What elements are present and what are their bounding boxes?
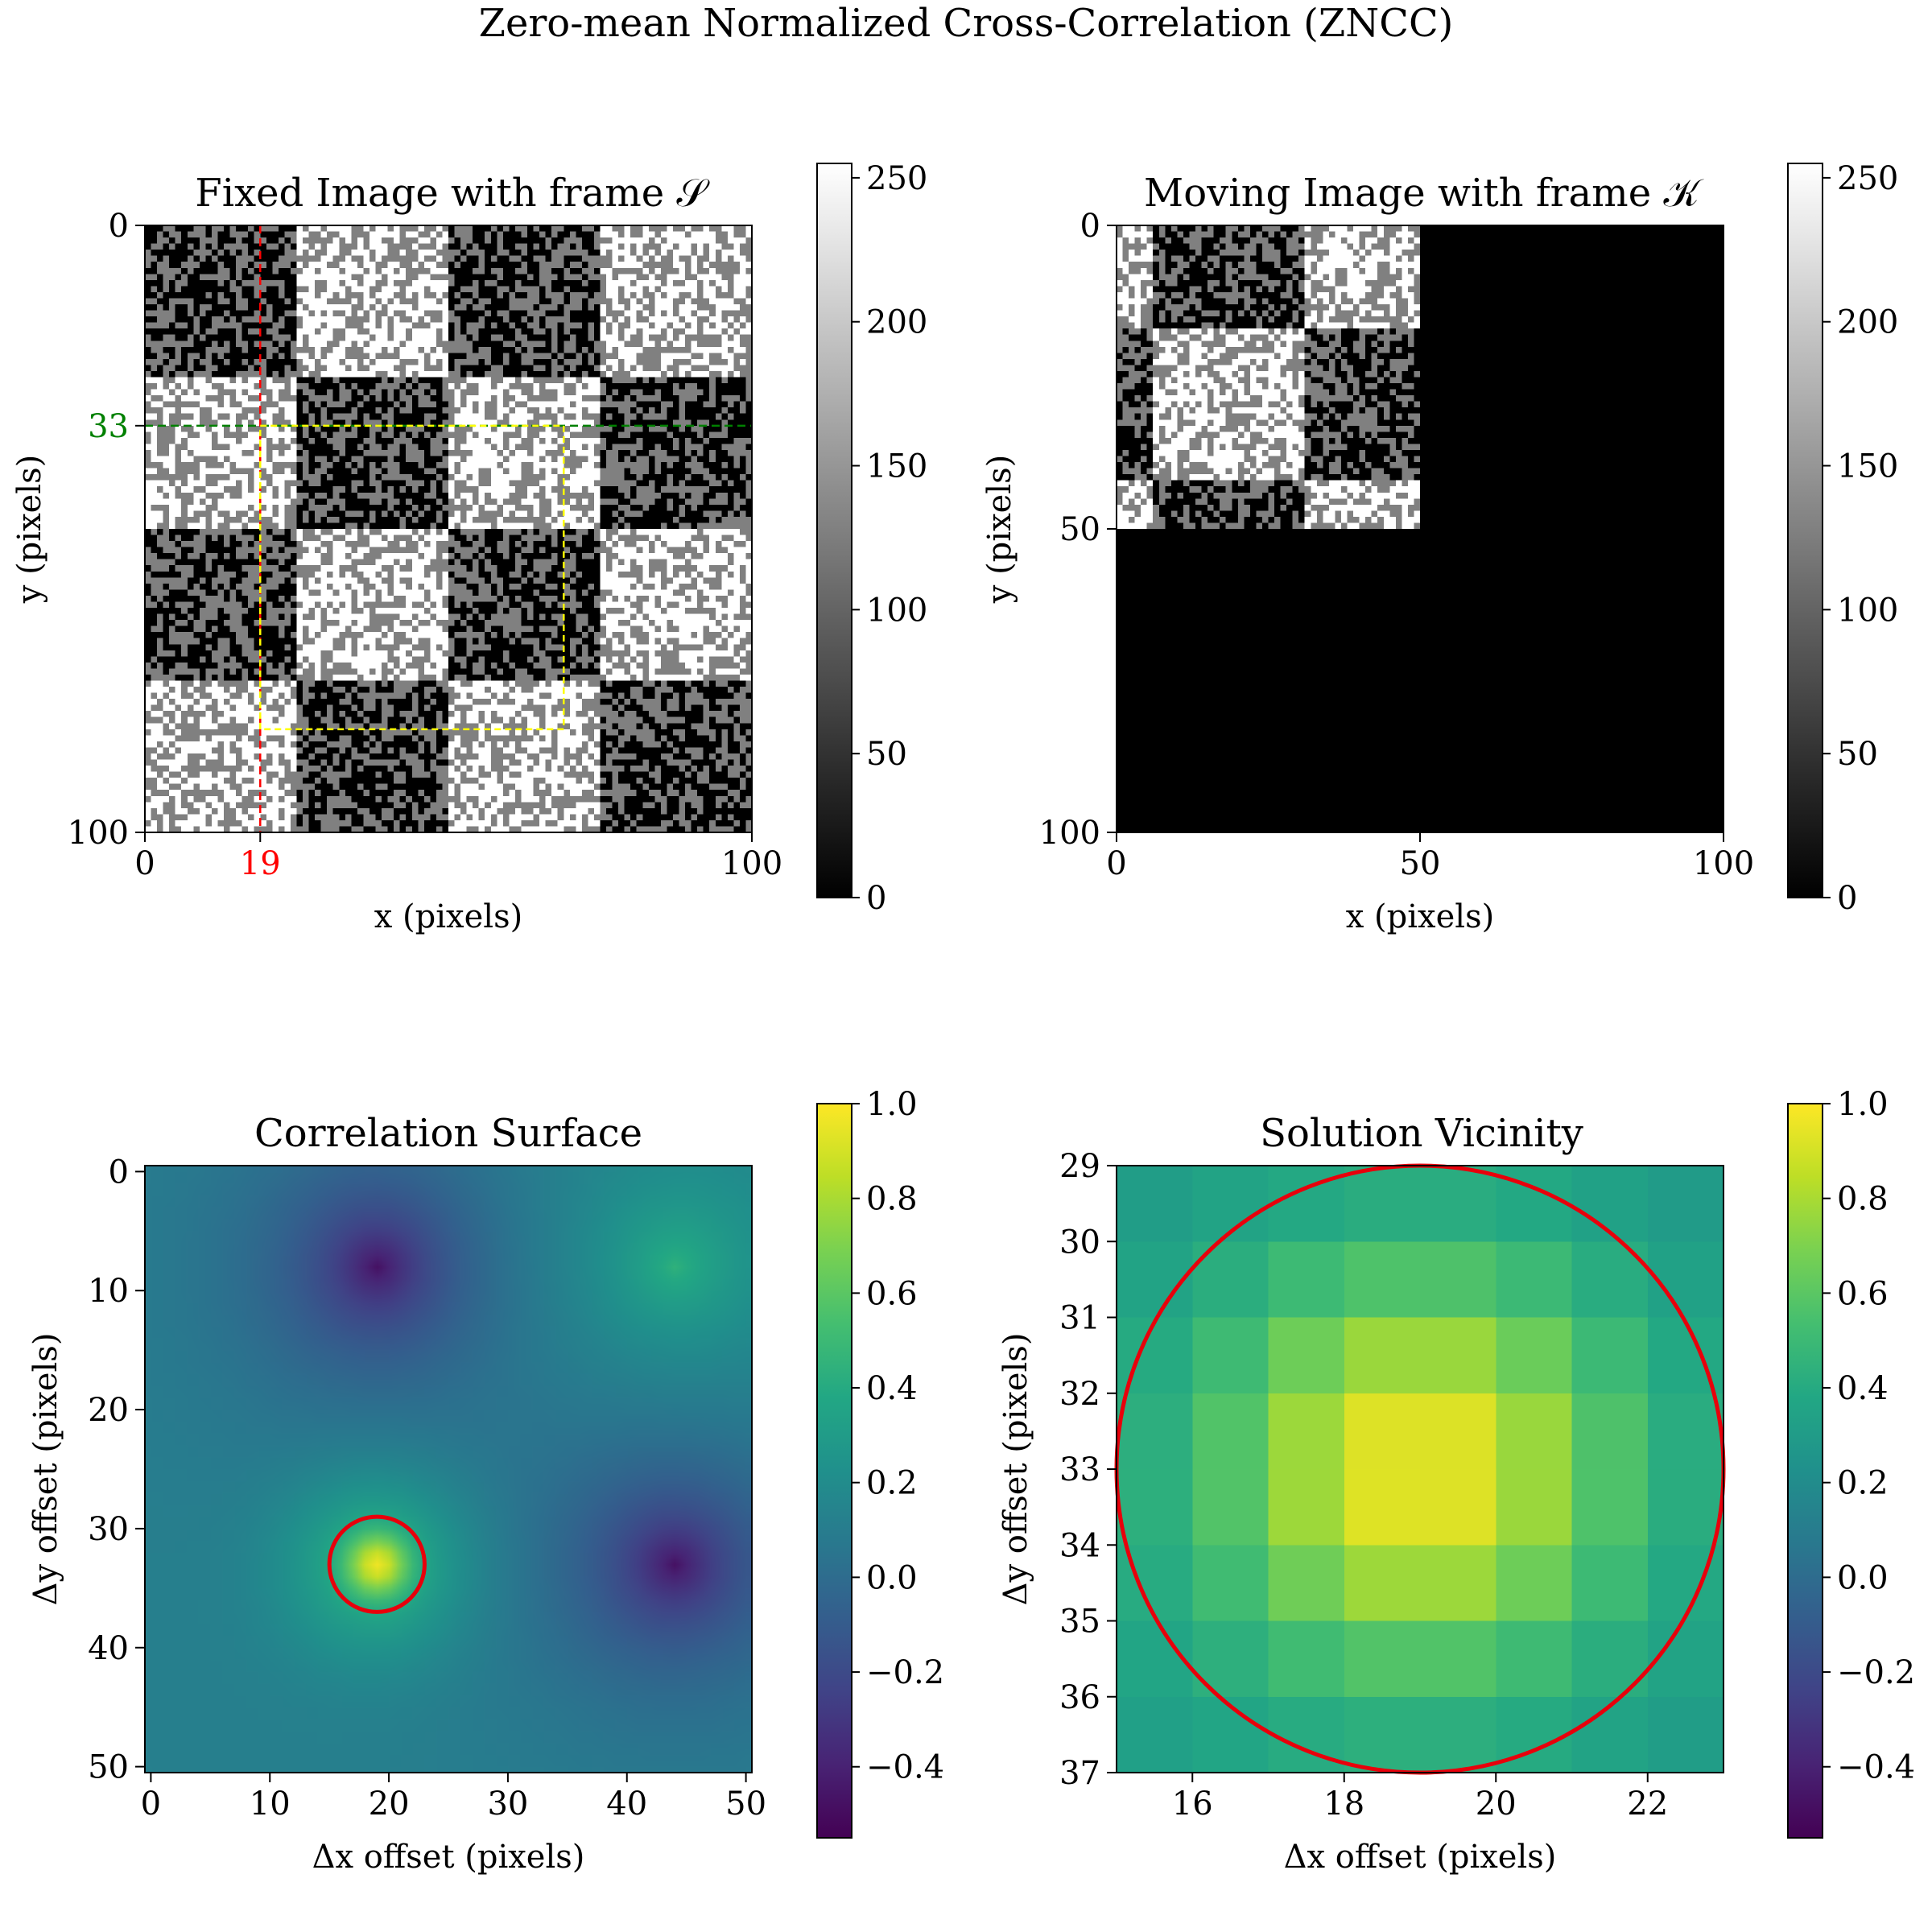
y-tick-label: 31 — [1059, 1300, 1100, 1337]
colorbar-tick-label: 150 — [866, 448, 927, 485]
colorbar-tick-label: 250 — [1837, 160, 1898, 197]
colorbar-tick-label: 250 — [866, 160, 927, 197]
x-axis-label: Δx offset (pixels) — [1284, 1839, 1557, 1876]
colorbar — [816, 163, 852, 898]
y-tick-label: 33 — [1059, 1451, 1100, 1488]
y-tick-label: 50 — [1059, 511, 1100, 548]
x-tick-label: 100 — [1693, 845, 1754, 882]
x-tick-label: 0 — [1106, 845, 1126, 882]
x-tick-label: 40 — [606, 1785, 647, 1823]
x-axis-label: x (pixels) — [374, 898, 522, 935]
colorbar-tick-label: 100 — [866, 592, 927, 629]
y-axis-label: y (pixels) — [981, 455, 1018, 604]
x-tick-label: 0 — [141, 1785, 161, 1823]
x-tick-label: 16 — [1172, 1785, 1213, 1823]
x-tick-label: 22 — [1627, 1785, 1668, 1823]
y-tick-label: 30 — [1059, 1224, 1100, 1261]
colorbar-tick-label: 50 — [866, 736, 907, 773]
y-tick-label: 30 — [88, 1511, 129, 1548]
x-axis-label: Δx offset (pixels) — [312, 1839, 585, 1876]
colorbar-tick-label: 100 — [1837, 592, 1898, 629]
x-tick-label: 20 — [1476, 1785, 1517, 1823]
colorbar-tick-label: −0.4 — [1837, 1749, 1915, 1786]
colorbar-tick-label: 0.6 — [1837, 1275, 1889, 1312]
x-tick-label: 100 — [721, 845, 782, 882]
y-tick-label: 29 — [1059, 1148, 1100, 1185]
y-tick-label: 0 — [109, 1154, 129, 1191]
y-tick-label: 35 — [1059, 1604, 1100, 1641]
y-tick-label: 20 — [88, 1392, 129, 1429]
colorbar — [816, 1103, 852, 1839]
colorbar-tick-label: −0.2 — [866, 1654, 944, 1691]
y-axis-label: y (pixels) — [11, 455, 48, 604]
y-tick-label: 100 — [68, 815, 129, 852]
x-tick-label: 50 — [725, 1785, 766, 1823]
x-tick-label: 19 — [240, 845, 281, 882]
colorbar-tick-label: 150 — [1837, 448, 1898, 485]
plot-frame — [144, 225, 753, 833]
colorbar-tick-label: −0.4 — [866, 1749, 944, 1786]
fixed-image-heatmap — [145, 225, 752, 832]
colorbar-tick-label: 0.4 — [1837, 1370, 1889, 1407]
panel-solution-vicinity: Solution Vicinity 16 18 20 22 29 30 31 32 33 34 35… — [997, 1086, 1915, 1876]
x-axis-label: x (pixels) — [1346, 898, 1494, 935]
vicinity-heatmap — [1117, 1166, 1724, 1773]
y-tick-label: 32 — [1059, 1376, 1100, 1413]
y-tick-label: 34 — [1059, 1527, 1100, 1564]
x-tick-label: 18 — [1323, 1785, 1364, 1823]
colorbar-tick-label: 0 — [1837, 880, 1857, 917]
moving-image-heatmap — [1117, 225, 1724, 832]
y-tick-label: 40 — [88, 1630, 129, 1667]
panel-title: Moving Image with frame 𝒦 — [1144, 171, 1704, 216]
y-tick-label: 37 — [1059, 1755, 1100, 1792]
colorbar — [1787, 1103, 1823, 1839]
y-tick-label: 0 — [1080, 208, 1100, 245]
colorbar-tick-label: 0.2 — [1837, 1465, 1889, 1502]
colorbar-tick-label: 1.0 — [1837, 1086, 1889, 1123]
colorbar-tick-label: 200 — [1837, 304, 1898, 341]
colorbar-tick-label: 0.4 — [866, 1370, 918, 1407]
panel-title: Solution Vicinity — [1260, 1111, 1583, 1156]
colorbar-tick-label: 1.0 — [866, 1086, 918, 1123]
colorbar-tick-label: 0.2 — [866, 1465, 918, 1502]
colorbar-tick-label: 0 — [866, 880, 886, 917]
panel-title: Fixed Image with frame 𝒮 — [195, 171, 710, 216]
y-axis-label: Δy offset (pixels) — [997, 1333, 1034, 1606]
solution-circle — [327, 1514, 427, 1614]
panel-title: Correlation Surface — [254, 1111, 642, 1156]
colorbar-tick-label: −0.2 — [1837, 1654, 1915, 1691]
plot-frame — [144, 1165, 753, 1773]
x-tick-label: 30 — [487, 1785, 528, 1823]
y-tick-label: 36 — [1059, 1679, 1100, 1716]
colorbar-tick-label: 200 — [866, 304, 927, 341]
y-tick-label: 50 — [88, 1749, 129, 1786]
x-tick-label: 20 — [369, 1785, 410, 1823]
y-tick-label: 10 — [88, 1273, 129, 1310]
x-tick-label: 10 — [250, 1785, 291, 1823]
colorbar-tick-label: 0.0 — [1837, 1559, 1889, 1596]
colorbar — [1787, 163, 1823, 898]
colorbar-tick-label: 0.6 — [866, 1275, 918, 1312]
colorbar-tick-label: 0.8 — [866, 1181, 918, 1218]
colorbar-tick-label: 0.8 — [1837, 1181, 1889, 1218]
y-tick-label: 33 — [88, 408, 129, 445]
panel-correlation-surface: Correlation Surface 0 10 20 30 40 50 0 10 20 30 40… — [27, 1086, 944, 1876]
x-tick-label: 50 — [1400, 845, 1441, 882]
frame-rect — [259, 424, 565, 731]
correlation-heatmap — [145, 1166, 752, 1773]
y-tick-label: 100 — [1039, 815, 1100, 852]
y-tick-label: 0 — [109, 208, 129, 245]
figure-suptitle: Zero-mean Normalized Cross-Correlation (… — [479, 1, 1454, 46]
colorbar-tick-label: 0.0 — [866, 1559, 918, 1596]
colorbar-tick-label: 50 — [1837, 736, 1878, 773]
y-axis-label: Δy offset (pixels) — [27, 1333, 64, 1606]
x-tick-label: 0 — [134, 845, 155, 882]
